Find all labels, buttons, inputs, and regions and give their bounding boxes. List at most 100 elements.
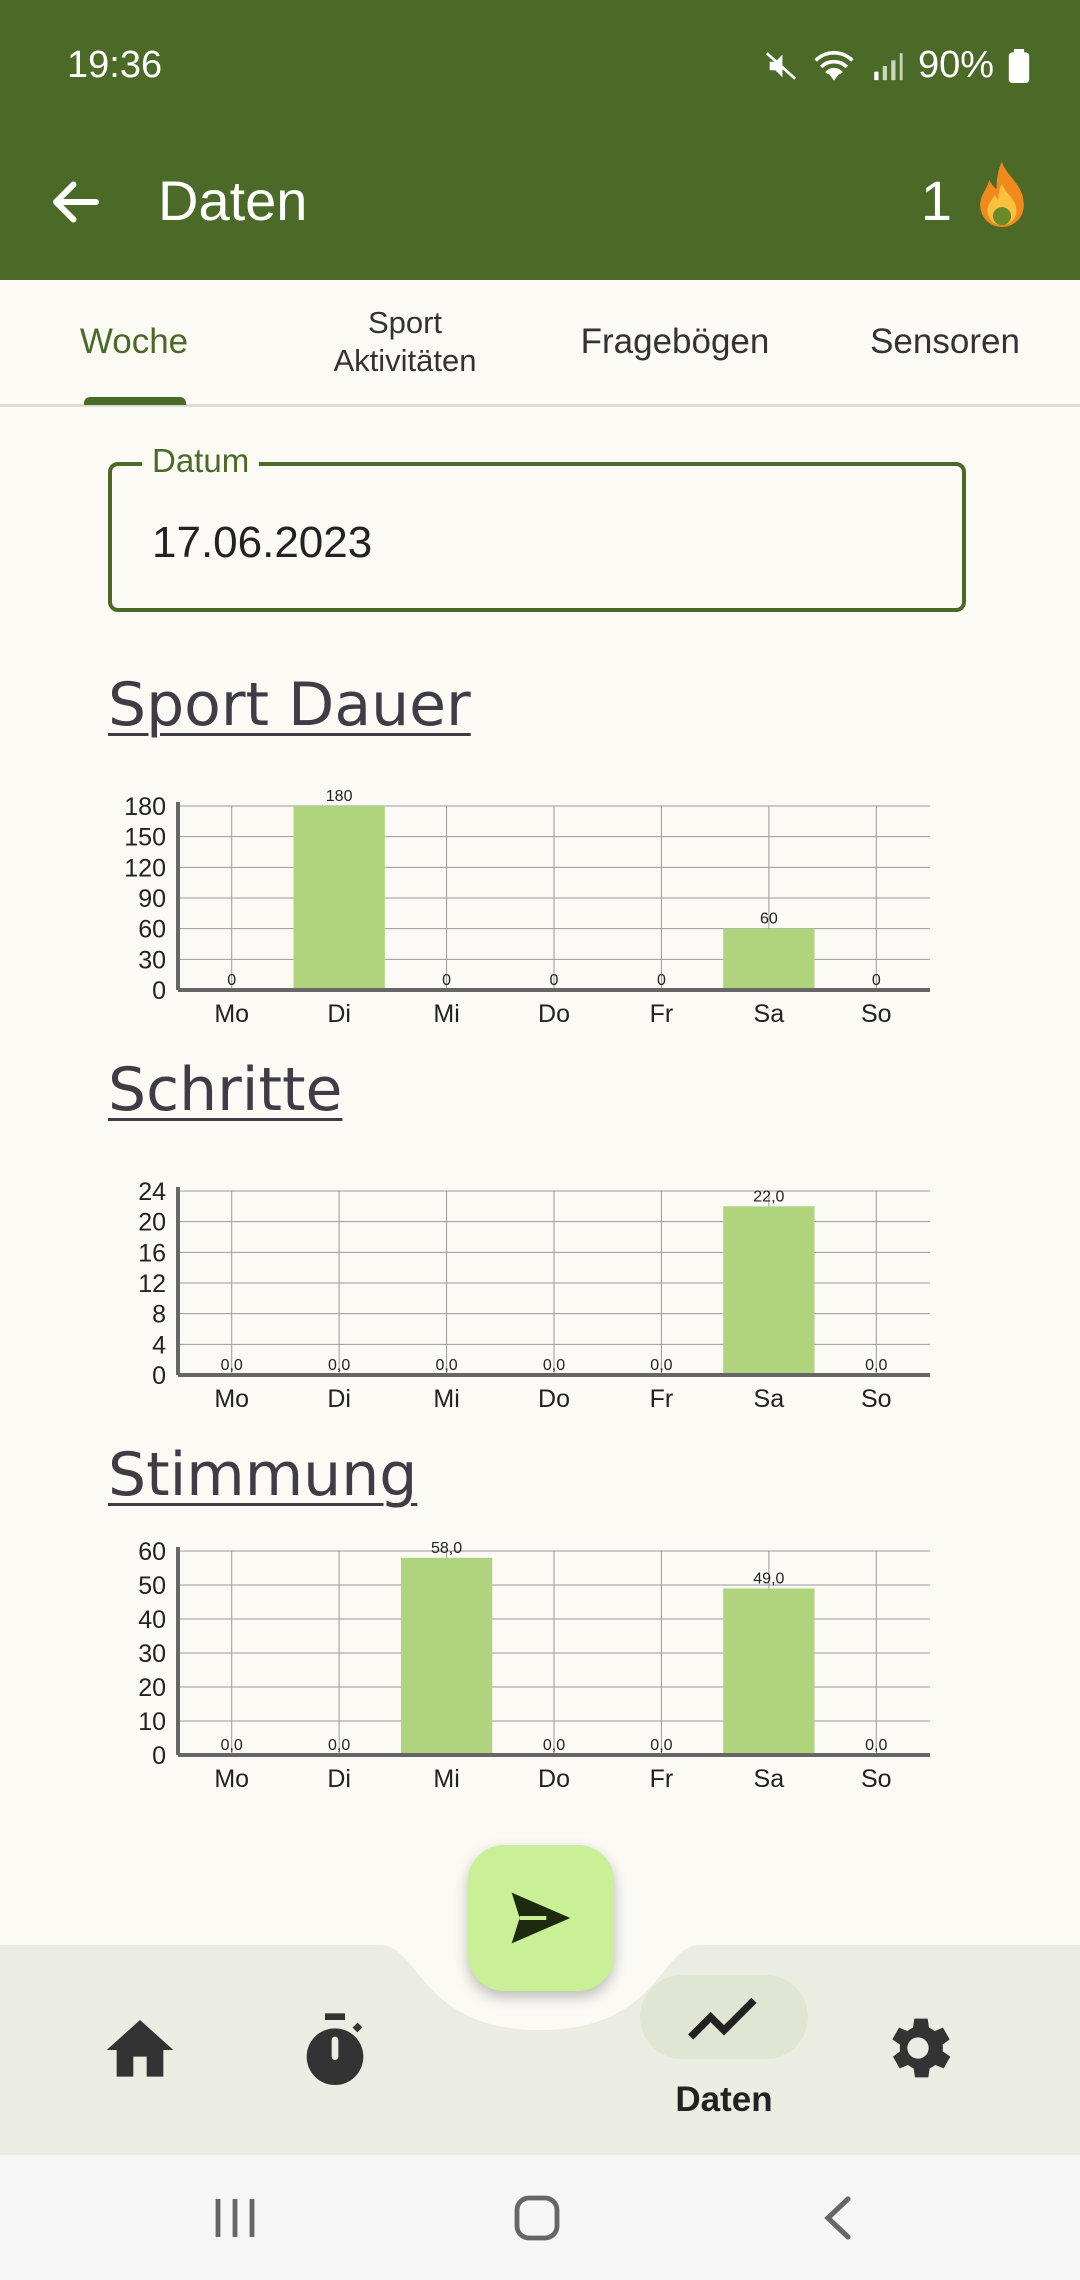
bar-value-label: 180 bbox=[326, 790, 353, 805]
y-tick-label: 150 bbox=[124, 824, 166, 852]
status-bar: 19:36 90% bbox=[0, 0, 1080, 130]
trending-icon bbox=[688, 1997, 757, 2040]
x-tick-label: Fr bbox=[650, 1765, 674, 1793]
y-tick-label: 90 bbox=[138, 885, 166, 913]
nav-daten[interactable] bbox=[640, 1975, 808, 2059]
battery-icon bbox=[1008, 48, 1030, 83]
date-field[interactable]: Datum 17.06.2023 bbox=[108, 442, 966, 612]
flame-icon bbox=[980, 161, 1024, 228]
x-tick-label: So bbox=[861, 1765, 892, 1793]
bottom-nav-background bbox=[0, 1945, 1080, 2155]
bar-value-label: 0,0 bbox=[865, 1357, 887, 1374]
bar-value-label: 0,0 bbox=[543, 1737, 565, 1754]
x-tick-label: Di bbox=[327, 1385, 351, 1413]
battery-percent: 90% bbox=[917, 44, 994, 86]
bar-value-label: 0 bbox=[657, 972, 666, 989]
nav-timer[interactable] bbox=[295, 2010, 375, 2090]
y-tick-label: 40 bbox=[138, 1606, 166, 1634]
recent-apps-icon[interactable] bbox=[210, 2195, 260, 2241]
x-tick-label: Do bbox=[538, 1385, 570, 1413]
signal-icon bbox=[874, 52, 903, 80]
x-tick-label: Mi bbox=[433, 1000, 459, 1028]
x-tick-label: Fr bbox=[650, 1000, 674, 1028]
bar-value-label: 0 bbox=[227, 972, 236, 989]
nav-daten-label[interactable]: Daten bbox=[675, 2080, 773, 2119]
x-tick-label: Mi bbox=[433, 1385, 459, 1413]
status-time: 19:36 bbox=[67, 44, 163, 86]
nav-home[interactable] bbox=[100, 2010, 180, 2090]
tab-sport-aktivitaeten[interactable]: Sport Aktivitäten bbox=[290, 280, 520, 404]
date-field-value: 17.06.2023 bbox=[152, 518, 373, 567]
mute-icon bbox=[765, 51, 797, 80]
tab-woche[interactable]: Woche bbox=[18, 280, 250, 404]
y-tick-label: 24 bbox=[138, 1178, 166, 1206]
y-tick-label: 60 bbox=[138, 1538, 166, 1566]
date-field-label: Datum bbox=[142, 442, 260, 480]
system-nav-bar bbox=[0, 2155, 1080, 2280]
x-tick-label: Mo bbox=[214, 1385, 249, 1413]
wifi-icon bbox=[814, 50, 854, 81]
x-tick-label: Sa bbox=[754, 1385, 785, 1413]
bar bbox=[723, 1206, 815, 1375]
y-tick-label: 16 bbox=[138, 1239, 166, 1267]
bar-value-label: 0 bbox=[550, 972, 559, 989]
tab-frageboegen[interactable]: Fragebögen bbox=[560, 280, 790, 404]
section-title-schritte: Schritte bbox=[108, 1055, 343, 1125]
send-button[interactable] bbox=[468, 1845, 614, 1991]
app-bar: Daten 1 bbox=[0, 130, 1080, 280]
back-arrow-icon[interactable] bbox=[46, 172, 106, 232]
y-tick-label: 50 bbox=[138, 1572, 166, 1600]
tab-label: Fragebögen bbox=[580, 322, 770, 361]
home-button-icon[interactable] bbox=[512, 2193, 562, 2243]
gear-icon bbox=[892, 2018, 951, 2078]
y-tick-label: 180 bbox=[124, 793, 166, 821]
status-icons: 90% bbox=[764, 44, 1030, 87]
y-tick-label: 30 bbox=[138, 946, 166, 974]
bar-value-label: 0,0 bbox=[328, 1357, 350, 1374]
y-tick-label: 4 bbox=[152, 1331, 166, 1359]
bar bbox=[723, 928, 815, 990]
y-tick-label: 60 bbox=[138, 916, 166, 944]
bar bbox=[723, 1588, 815, 1755]
y-tick-label: 0 bbox=[152, 1362, 166, 1390]
page-title: Daten bbox=[158, 169, 308, 232]
x-tick-label: Di bbox=[327, 1765, 351, 1793]
tab-label-line1: Sport bbox=[367, 305, 443, 340]
tab-label: Sensoren bbox=[870, 322, 1020, 361]
tab-label: Woche bbox=[79, 322, 189, 361]
bar-value-label: 0,0 bbox=[221, 1737, 243, 1754]
y-tick-label: 30 bbox=[138, 1640, 166, 1668]
y-tick-label: 12 bbox=[138, 1270, 166, 1298]
bar-value-label: 0,0 bbox=[650, 1737, 672, 1754]
chart-stimmung: 0 10 20 30 40 50 60 0,0 Mo 0,0 Di 58,0 Mi 0,0 Do 0,0 Fr 4… bbox=[138, 1538, 930, 1793]
y-tick-label: 10 bbox=[138, 1708, 166, 1736]
bar-value-label: 0 bbox=[442, 972, 451, 989]
y-tick-label: 0 bbox=[152, 977, 166, 1005]
x-tick-label: Di bbox=[327, 1000, 351, 1028]
back-button-icon[interactable] bbox=[818, 2193, 858, 2243]
bar-value-label: 22,0 bbox=[753, 1188, 784, 1205]
bar-value-label: 49,0 bbox=[753, 1570, 784, 1587]
x-tick-label: Fr bbox=[650, 1385, 674, 1413]
send-icon bbox=[511, 1892, 571, 1944]
y-tick-label: 120 bbox=[124, 854, 166, 882]
x-tick-label: Mi bbox=[433, 1765, 459, 1793]
section-title-sport-dauer: Sport Dauer bbox=[108, 670, 471, 740]
y-tick-label: 20 bbox=[138, 1209, 166, 1237]
bar-value-label: 0,0 bbox=[543, 1357, 565, 1374]
bar-value-label: 0,0 bbox=[328, 1737, 350, 1754]
bar-value-label: 0,0 bbox=[435, 1357, 457, 1374]
x-tick-label: Mo bbox=[214, 1765, 249, 1793]
y-tick-label: 8 bbox=[152, 1301, 166, 1329]
y-tick-label: 0 bbox=[152, 1742, 166, 1770]
bar-value-label: 60 bbox=[760, 911, 778, 928]
x-tick-label: Sa bbox=[754, 1765, 785, 1793]
x-tick-label: So bbox=[861, 1000, 892, 1028]
tab-sensoren[interactable]: Sensoren bbox=[830, 280, 1060, 404]
bar-value-label: 0,0 bbox=[865, 1737, 887, 1754]
x-tick-label: So bbox=[861, 1385, 892, 1413]
nav-settings[interactable] bbox=[878, 2008, 958, 2088]
timer-icon bbox=[306, 2013, 364, 2085]
